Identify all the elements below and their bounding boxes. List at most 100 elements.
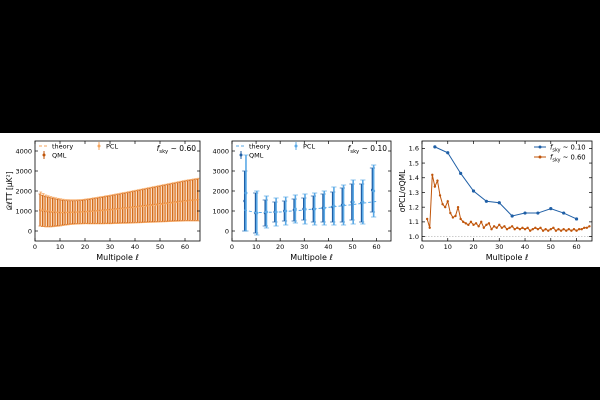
x-tick-label: 40 [131,243,139,251]
x-tick-label: 60 [181,243,189,251]
data-point [485,223,488,227]
data-point [585,226,589,229]
chart-canvas: 0 10 20 30 40 50 6001000200030004000Multipole … [5,140,593,262]
data-point [562,211,566,215]
data-point [516,226,519,229]
x-tick-label: 30 [106,243,114,251]
data-point [446,200,449,203]
data-point [438,194,442,197]
data-point [574,217,579,221]
series-line [426,174,590,232]
data-point [433,185,437,188]
legend-label: fsky ~ 0.10 [550,144,586,154]
data-point [480,220,483,224]
legend-theory-label: theory [249,142,270,150]
series-pcl [243,154,377,236]
data-point [521,226,524,229]
data-point [142,204,145,207]
data-point [544,228,547,231]
plot-area [242,154,377,236]
legend-pcl-label: PCL [303,142,315,150]
series-fsky-010 [433,145,579,221]
data-point [513,228,516,231]
data-point [526,226,529,229]
x-tick-label: 20 [276,243,284,251]
x-tick-label: 50 [348,243,356,251]
series-qml [242,167,376,234]
data-point [523,228,527,231]
legend-qml-marker [42,153,46,157]
data-point [474,222,478,225]
data-point [162,202,165,205]
theory-curve [243,200,377,214]
y-tick-label: 1.5 [409,159,419,167]
x-axis-label: Multipole ℓ [290,253,333,262]
x-tick-label: 20 [469,243,477,251]
figure: 0 10 20 30 40 50 60 0 1000 2000 3000 4000 Multipole … [0,133,600,267]
chart-panel-2: 0 10 20 30 40 50 60 0 1000 2000 3000 4000 Multipole … [212,140,392,262]
data-point [459,217,462,221]
data-point [554,229,558,232]
x-tick-label: 20 [81,243,89,251]
chart-panel-1: 0 10 20 30 40 50 60 0 1000 2000 3000 4000 Multipole … [5,140,201,262]
data-point [534,226,537,229]
data-point [152,203,155,206]
y-tick-label: 0 [225,227,229,235]
x-tick-label: 30 [300,243,308,251]
data-point [549,228,552,231]
data-point [147,204,150,206]
y-tick-label: 1.2 [409,203,419,211]
y-tick-label: 4000 [15,147,32,155]
x-tick-label: 0 [230,243,234,251]
data-point [577,228,581,231]
x-tick-label: 40 [521,243,529,251]
x-tick-label: 60 [572,243,580,251]
data-point [441,203,444,206]
data-point [492,225,496,228]
data-point [177,200,180,203]
data-point [443,205,447,209]
legend-qml-label: QML [249,151,264,159]
data-point [580,228,583,231]
legend-label: fsky ~ 0.60 [550,154,586,164]
y-tick-label: 2000 [212,187,229,195]
data-point [127,206,130,209]
series-line [434,146,577,220]
data-point [197,198,200,201]
x-tick-label: 50 [156,243,164,251]
data-point [552,226,555,229]
x-tick-label: 0 [33,243,37,251]
plot-frame [34,140,201,242]
data-point [167,201,170,204]
data-point [495,226,498,229]
data-point [92,210,95,212]
y-tick-label: 2000 [15,187,32,195]
data-point [456,205,460,209]
data-point [528,229,532,232]
data-point [122,207,125,209]
data-point [436,179,439,182]
data-point [531,228,534,231]
data-point [588,225,591,228]
y-axis-label: σPCL/σQML [398,169,407,212]
data-point [431,173,434,177]
data-point [559,229,563,232]
data-point [572,228,576,231]
data-point [112,208,115,210]
data-point [454,214,457,218]
fsky-annotation: fsky ~ 0.10 [348,144,388,155]
data-point [97,209,100,212]
legend-marker [538,145,542,149]
data-point [567,228,571,231]
series-fsky-060 [425,173,591,232]
data-point [351,200,355,204]
data-point [192,199,195,201]
plot-frame [231,140,392,242]
y-tick-label: 1.0 [409,233,419,241]
legend-marker [538,155,542,159]
data-point [500,226,504,229]
y-tick-label: 1.3 [409,189,419,197]
